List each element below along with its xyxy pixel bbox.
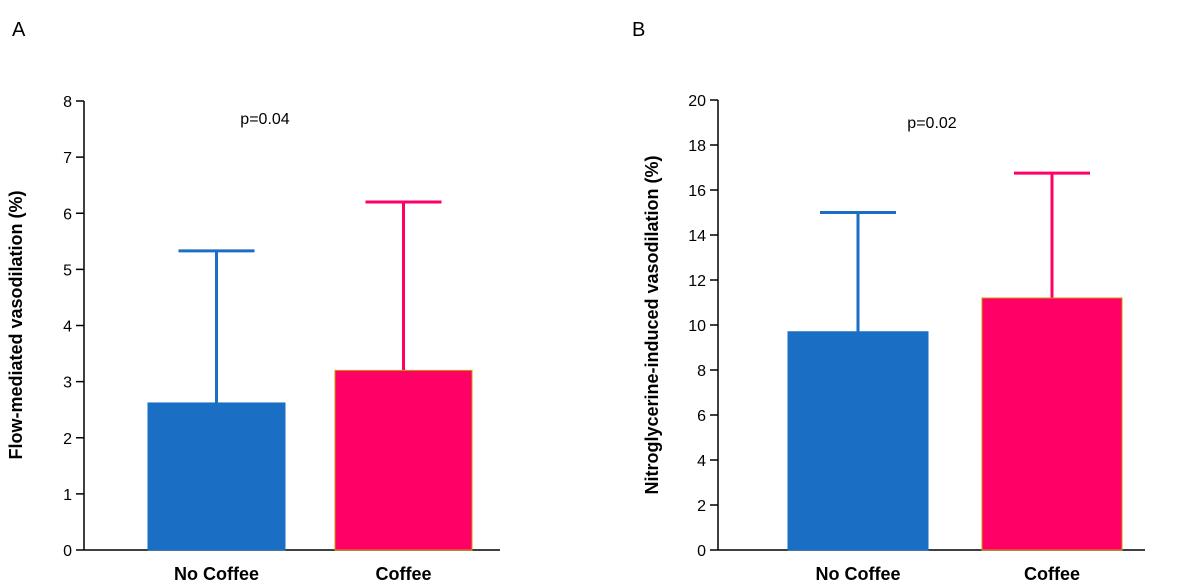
panel-b-y-tick-label: 16: [688, 183, 706, 200]
panel-b-y-tick-label: 2: [697, 498, 706, 515]
panel-b-category-label-coffee: Coffee: [1024, 564, 1080, 584]
panel-a: A p=0.04 Flow-mediated vasodilation (%) …: [6, 19, 500, 584]
panel-a-y-tick-label: 6: [63, 206, 72, 223]
panel-a-p-value: p=0.04: [240, 111, 289, 128]
panel-a-y-tick-label: 1: [63, 487, 72, 504]
panel-b-error-bars: [820, 171, 1090, 332]
panel-a-category-label-coffee: Coffee: [375, 564, 431, 584]
panel-a-bar-coffee: [334, 369, 473, 551]
panel-a-bar-no-coffee: [147, 402, 286, 551]
panel-a-y-tick-label: 7: [63, 150, 72, 167]
panel-b-bars: [787, 297, 1123, 551]
panel-b-y-tick-label: 10: [688, 318, 706, 335]
panel-a-letter: A: [12, 19, 26, 41]
panel-b-y-tick-label: 4: [697, 453, 706, 470]
panel-a-category-label-no-coffee: No Coffee: [174, 564, 259, 584]
panel-b: B p=0.02 Nitroglycerine-induced vasodila…: [632, 19, 1145, 584]
panel-b-letter: B: [632, 19, 645, 41]
panel-a-y-axis-label: Flow-mediated vasodilation (%): [6, 190, 26, 459]
panel-b-p-value: p=0.02: [907, 115, 956, 132]
panel-b-y-axis-label: Nitroglycerine-induced vasodilation (%): [642, 155, 662, 494]
panel-a-category-labels: No Coffee Coffee: [174, 564, 432, 584]
panel-a-ticks: 0 1 2 3 4 5 6 7 8: [63, 94, 84, 560]
panel-a-y-tick-label: 3: [63, 375, 72, 392]
panel-a-y-tick-label: 0: [63, 543, 72, 560]
panel-a-y-tick-label: 4: [63, 319, 72, 336]
panel-a-error-bars: [178, 200, 442, 403]
panel-b-y-tick-label: 18: [688, 138, 706, 155]
panel-b-y-tick-label: 14: [688, 228, 706, 245]
panel-b-y-tick-label: 8: [697, 363, 706, 380]
panel-b-category-label-no-coffee: No Coffee: [816, 564, 901, 584]
panel-b-bar-no-coffee: [787, 331, 929, 551]
panel-a-y-tick-label: 5: [63, 262, 72, 279]
panel-b-y-tick-label: 0: [697, 543, 706, 560]
panel-b-y-tick-label: 12: [688, 273, 706, 290]
panel-b-y-tick-label: 20: [688, 93, 706, 110]
panel-b-ticks: 0 2 4 6 8 10 12 14 16 18 20: [688, 93, 718, 560]
panel-b-y-tick-label: 6: [697, 408, 706, 425]
panel-a-y-tick-label: 8: [63, 94, 72, 111]
panel-b-bar-coffee: [981, 297, 1123, 551]
panel-a-bars: [147, 369, 473, 551]
panel-b-category-labels: No Coffee Coffee: [816, 564, 1081, 584]
panel-a-y-tick-label: 2: [63, 431, 72, 448]
